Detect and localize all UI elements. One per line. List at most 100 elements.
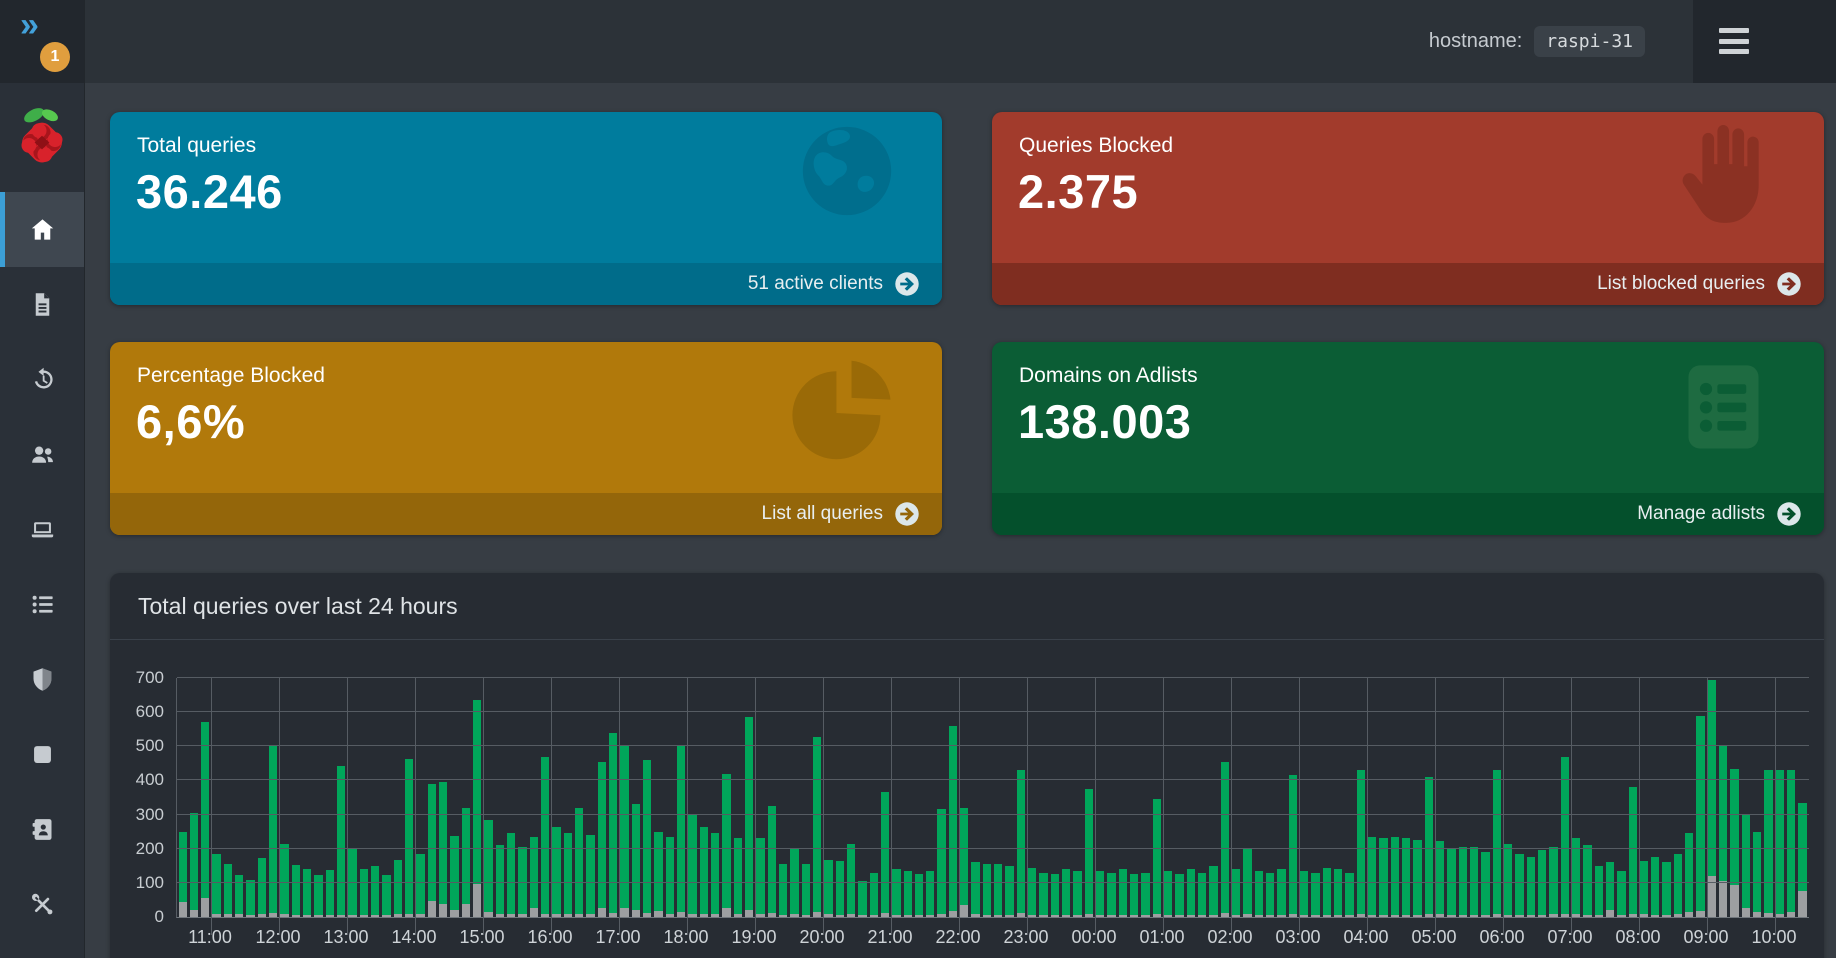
card-footer-label: List all queries xyxy=(762,503,883,525)
home-icon xyxy=(29,216,56,243)
x-gridline xyxy=(1639,678,1640,935)
arrow-circle-right-icon xyxy=(894,271,920,297)
x-gridline xyxy=(1027,678,1028,935)
globe-icon xyxy=(794,118,900,229)
chart-panel-header: Total queries over last 24 hours xyxy=(110,573,1824,640)
chart-x-axis: 11:0012:0013:0014:0015:0016:0017:0018:00… xyxy=(176,927,1808,957)
file-icon xyxy=(29,291,56,318)
x-gridline xyxy=(1367,678,1368,935)
y-tick-label: 700 xyxy=(136,668,164,688)
sidebar-item-tools[interactable] xyxy=(0,867,84,942)
x-gridline xyxy=(619,678,620,935)
card-footer-link[interactable]: Manage adlists xyxy=(992,493,1824,535)
x-tick-label: 12:00 xyxy=(255,927,300,948)
pie-chart-icon xyxy=(786,352,896,467)
top-navbar: hostname: raspi-31 xyxy=(0,0,1836,83)
sidebar-item-address-book[interactable] xyxy=(0,792,84,867)
x-gridline xyxy=(1163,678,1164,935)
y-gridline xyxy=(177,677,1809,678)
x-gridline xyxy=(1095,678,1096,935)
x-tick-label: 18:00 xyxy=(663,927,708,948)
card-footer-label: 51 active clients xyxy=(748,273,883,295)
x-tick-label: 01:00 xyxy=(1139,927,1184,948)
hostname-label: hostname: xyxy=(1429,30,1522,53)
card-footer-link[interactable]: List all queries xyxy=(110,493,942,535)
x-tick-label: 02:00 xyxy=(1207,927,1252,948)
x-tick-label: 06:00 xyxy=(1479,927,1524,948)
sidebar-item-home[interactable] xyxy=(0,192,84,267)
history-icon xyxy=(29,366,56,393)
update-badge[interactable]: 1 xyxy=(40,42,70,72)
x-gridline xyxy=(1503,678,1504,935)
x-gridline xyxy=(1707,678,1708,935)
y-tick-label: 200 xyxy=(136,839,164,859)
x-tick-label: 20:00 xyxy=(799,927,844,948)
y-gridline xyxy=(177,848,1809,849)
card-footer-link[interactable]: List blocked queries xyxy=(992,263,1824,305)
card-footer-label: List blocked queries xyxy=(1597,273,1765,295)
card-queries-blocked: Queries Blocked 2.375 List blocked queri… xyxy=(992,112,1824,305)
shield-icon xyxy=(29,666,56,693)
hamburger-icon[interactable] xyxy=(1719,28,1749,54)
x-gridline xyxy=(483,678,484,935)
x-gridline xyxy=(959,678,960,935)
queries-chart-panel: Total queries over last 24 hours 0 100 200… xyxy=(110,573,1824,958)
y-tick-label: 0 xyxy=(155,907,164,927)
y-tick-label: 600 xyxy=(136,702,164,722)
x-tick-label: 09:00 xyxy=(1683,927,1728,948)
clipboard-list-icon xyxy=(1671,354,1776,464)
x-gridline xyxy=(1775,678,1776,935)
x-tick-label: 08:00 xyxy=(1615,927,1660,948)
card-footer-link[interactable]: 51 active clients xyxy=(110,263,942,305)
list-icon xyxy=(29,591,56,618)
sidebar-item-history[interactable] xyxy=(0,342,84,417)
x-tick-label: 04:00 xyxy=(1343,927,1388,948)
sidebar-item-file[interactable] xyxy=(0,267,84,342)
x-gridline xyxy=(687,678,688,935)
x-gridline xyxy=(211,678,212,935)
x-tick-label: 05:00 xyxy=(1411,927,1456,948)
sidebar: » 1 xyxy=(0,0,85,958)
x-tick-label: 22:00 xyxy=(935,927,980,948)
hand-stop-icon xyxy=(1672,114,1772,241)
x-tick-label: 16:00 xyxy=(527,927,572,948)
hostname-group: hostname: raspi-31 xyxy=(1429,0,1645,83)
arrow-circle-right-icon xyxy=(1776,501,1802,527)
card-total-queries: Total queries 36.246 51 active clients xyxy=(110,112,942,305)
card-percentage-blocked: Percentage Blocked 6,6% List all queries xyxy=(110,342,942,535)
x-tick-label: 10:00 xyxy=(1751,927,1796,948)
x-tick-label: 07:00 xyxy=(1547,927,1592,948)
y-tick-label: 500 xyxy=(136,736,164,756)
chart-y-axis: 0100200300400500600700 xyxy=(110,678,166,917)
main-content: Total queries 36.246 51 active clients Q… xyxy=(84,83,1836,958)
y-gridline xyxy=(177,814,1809,815)
y-tick-label: 100 xyxy=(136,873,164,893)
x-tick-label: 03:00 xyxy=(1275,927,1320,948)
sidebar-item-shield[interactable] xyxy=(0,642,84,717)
square-icon xyxy=(29,741,56,768)
x-tick-label: 17:00 xyxy=(595,927,640,948)
x-tick-label: 11:00 xyxy=(188,927,232,948)
y-tick-label: 400 xyxy=(136,770,164,790)
sidebar-item-laptop[interactable] xyxy=(0,492,84,567)
y-gridline xyxy=(177,745,1809,746)
laptop-icon xyxy=(29,516,56,543)
x-tick-label: 15:00 xyxy=(459,927,504,948)
sidebar-item-square[interactable] xyxy=(0,717,84,792)
x-gridline xyxy=(755,678,756,935)
x-tick-label: 13:00 xyxy=(323,927,368,948)
x-gridline xyxy=(823,678,824,935)
pihole-raspberry-logo xyxy=(0,88,84,188)
hostname-value-badge: raspi-31 xyxy=(1534,26,1645,57)
tools-icon xyxy=(29,891,56,918)
card-domains-on-adlists: Domains on Adlists 138.003 Manage adlist… xyxy=(992,342,1824,535)
x-tick-label: 23:00 xyxy=(1003,927,1048,948)
x-gridline xyxy=(415,678,416,935)
double-chevron-icon[interactable]: » xyxy=(20,8,37,42)
x-gridline xyxy=(551,678,552,935)
sidebar-item-users[interactable] xyxy=(0,417,84,492)
navbar-right-section xyxy=(1693,0,1836,83)
x-gridline xyxy=(347,678,348,935)
sidebar-item-list[interactable] xyxy=(0,567,84,642)
x-gridline xyxy=(1231,678,1232,935)
